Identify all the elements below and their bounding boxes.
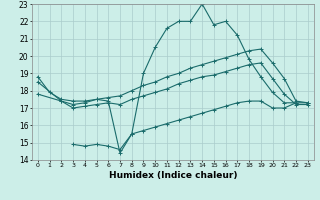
X-axis label: Humidex (Indice chaleur): Humidex (Indice chaleur) — [108, 171, 237, 180]
